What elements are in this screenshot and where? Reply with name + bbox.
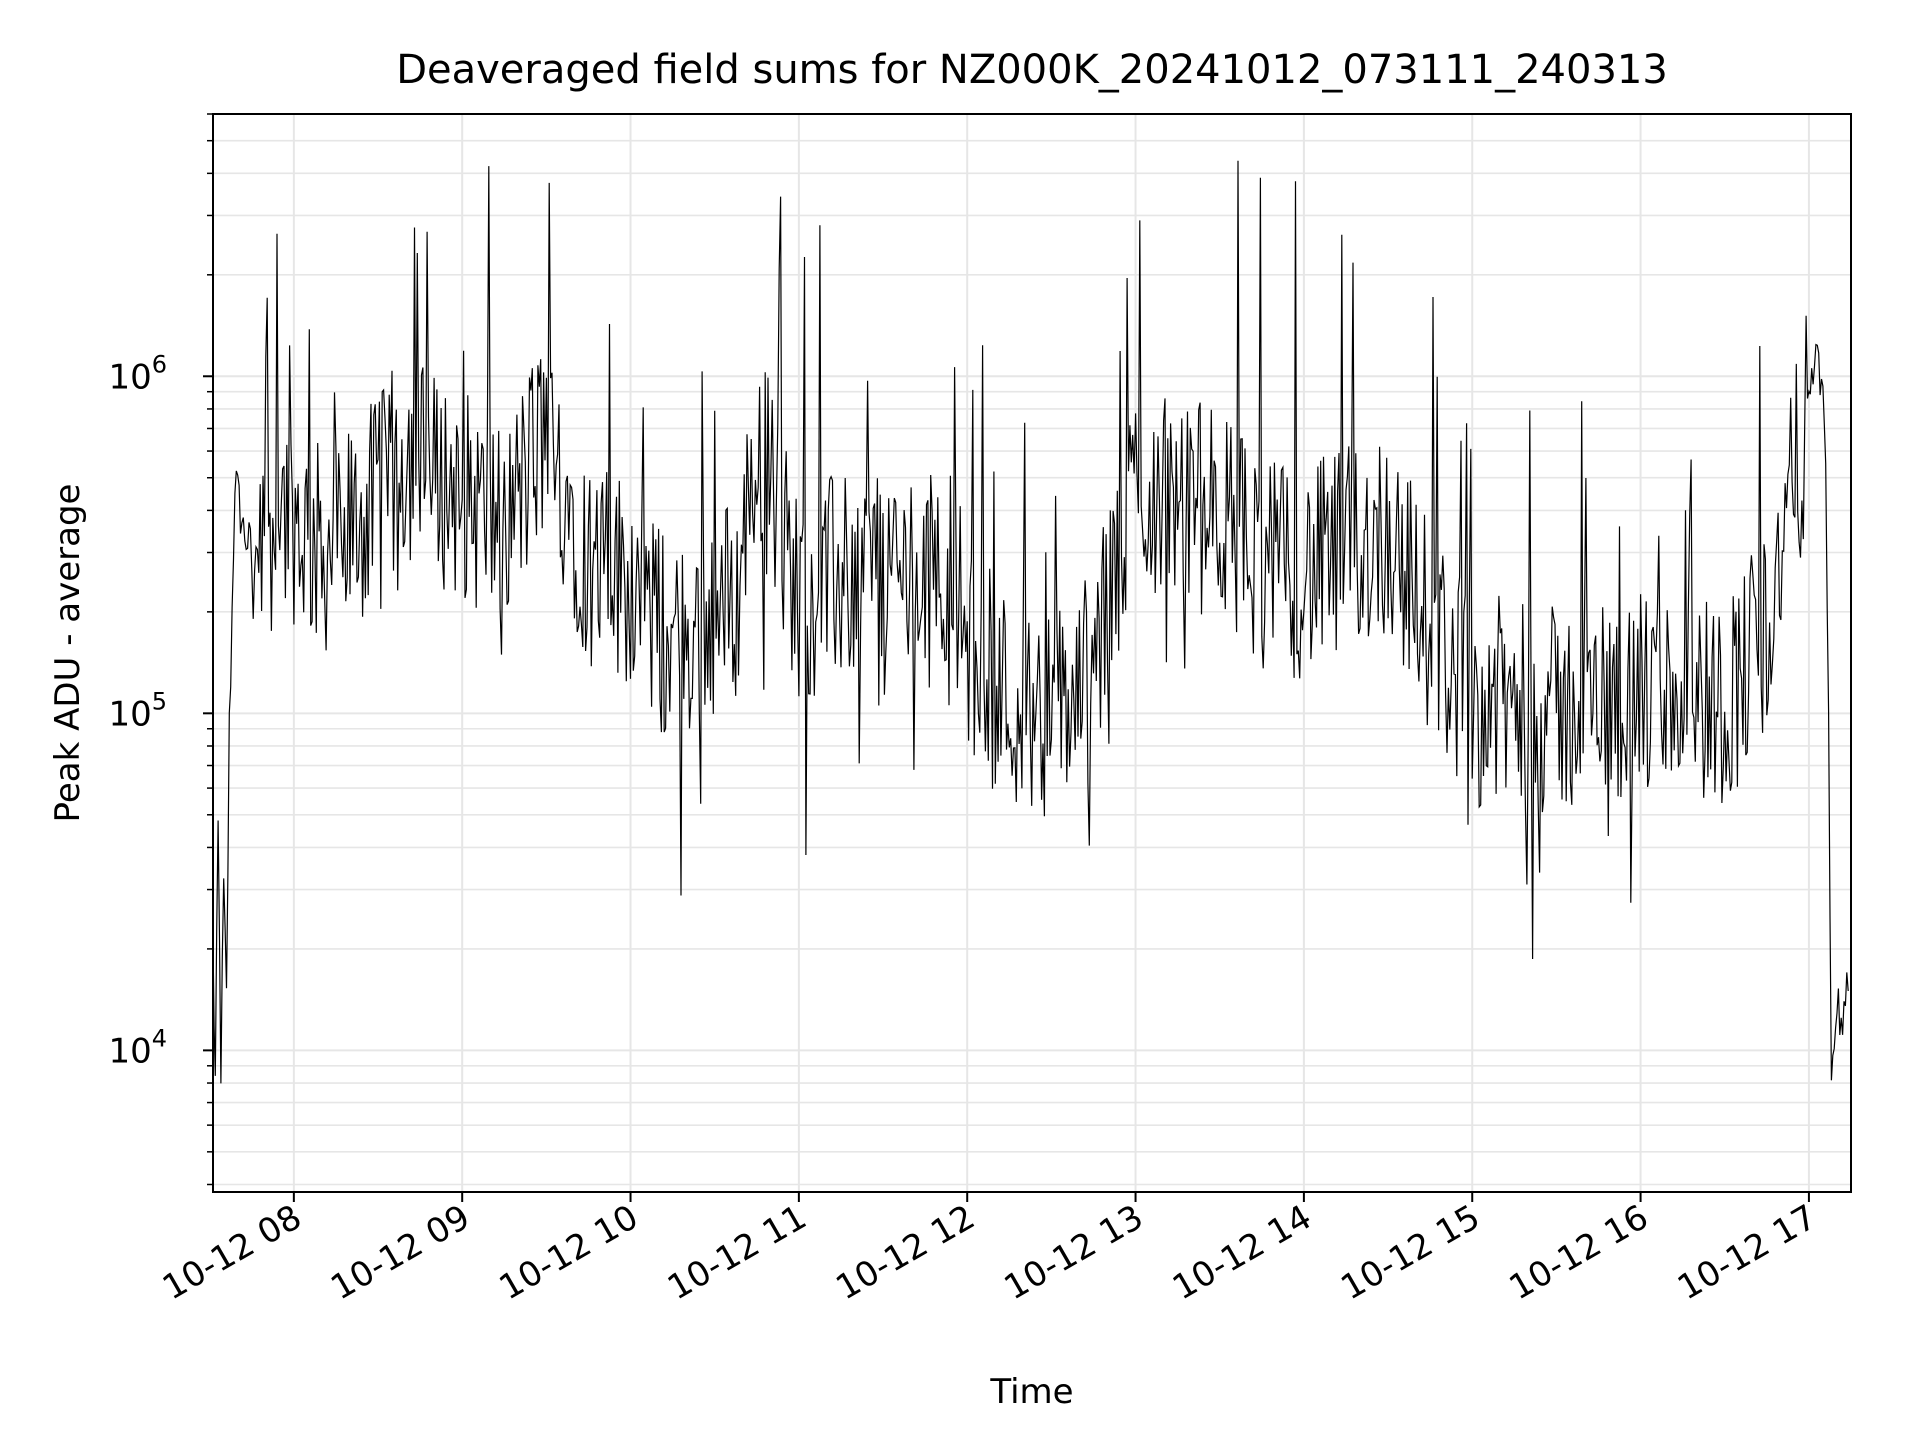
series-line — [213, 160, 1849, 1084]
plot-series — [213, 160, 1849, 1084]
y-axis-label: Peak ADU - average — [48, 484, 88, 823]
x-axis-label: Time — [989, 1372, 1073, 1412]
chart-title: Deaveraged field sums for NZ000K_2024101… — [396, 47, 1668, 93]
y-tick-exponent: 6 — [152, 350, 167, 378]
y-tick-exponent: 4 — [152, 1024, 167, 1052]
y-tick-exponent: 5 — [152, 687, 167, 715]
plot-frame — [212, 113, 1852, 1193]
